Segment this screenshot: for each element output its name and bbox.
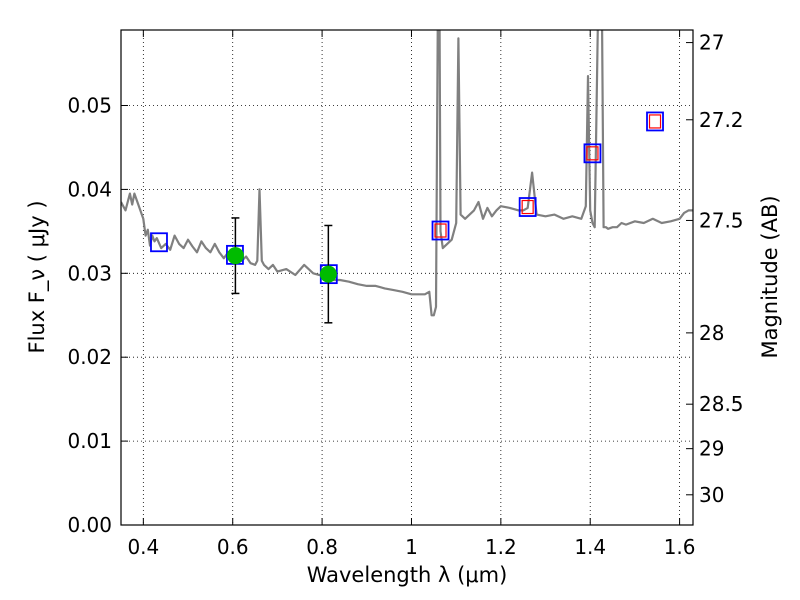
model-flux-box	[583, 143, 602, 164]
observed-flux-point	[319, 265, 337, 283]
right-tick-label: 27	[699, 31, 724, 55]
plot-frame	[120, 29, 694, 526]
right-tick-label: 27.2	[699, 108, 744, 132]
right-tick-label: 27.5	[699, 208, 744, 232]
spectrum-layer	[121, 30, 693, 317]
model-flux-inner-box	[434, 223, 447, 238]
x-tick-label: 1.4	[574, 535, 606, 559]
right-tick-label: 30	[699, 483, 724, 507]
model-flux-inner-box	[586, 146, 599, 161]
x-tick-label: 1.6	[664, 535, 696, 559]
y-tick-label: 0.04	[67, 177, 112, 201]
x-tick-label: 0.8	[306, 535, 338, 559]
x-tick-label: 1.2	[485, 535, 517, 559]
right-tick-labels: 27 27.2 27.5 28 28.5 29 30	[699, 31, 744, 507]
axis-ticks	[121, 30, 693, 526]
grid-lines	[121, 30, 693, 525]
right-tick-label: 28	[699, 321, 724, 345]
y-tick-label: 0.01	[67, 429, 112, 453]
x-tick-label: 1	[405, 535, 418, 559]
y-tick-label: 0.05	[67, 94, 112, 118]
observed-flux-point	[226, 247, 244, 265]
y-tick-label: 0.00	[67, 513, 112, 537]
x-tick-labels: 0.4 0.6 0.8 1 1.2 1.4 1.6	[127, 535, 695, 559]
model-flux-box	[431, 220, 450, 241]
model-flux-inner-box	[521, 199, 534, 215]
y-tick-label: 0.02	[67, 345, 112, 369]
spectrum-line	[121, 30, 693, 317]
right-axis-label: Magnitude (AB)	[758, 195, 782, 358]
y-tick-labels: 0.00 0.01 0.02 0.03 0.04 0.05	[67, 94, 112, 537]
right-tick-label: 28.5	[699, 392, 744, 416]
model-flux-box	[150, 232, 168, 253]
x-axis-label: Wavelength λ (μm)	[307, 563, 508, 587]
x-tick-label: 0.4	[127, 535, 159, 559]
model-flux-inner-box	[648, 114, 662, 129]
y-axis-label: Flux F_ν ( μJy )	[25, 200, 50, 353]
y-tick-label: 0.03	[67, 261, 112, 285]
marker-layer	[150, 111, 664, 324]
x-tick-label: 0.6	[217, 535, 249, 559]
model-flux-box	[646, 111, 664, 132]
right-tick-label: 29	[699, 437, 724, 461]
model-flux-box	[518, 197, 537, 217]
